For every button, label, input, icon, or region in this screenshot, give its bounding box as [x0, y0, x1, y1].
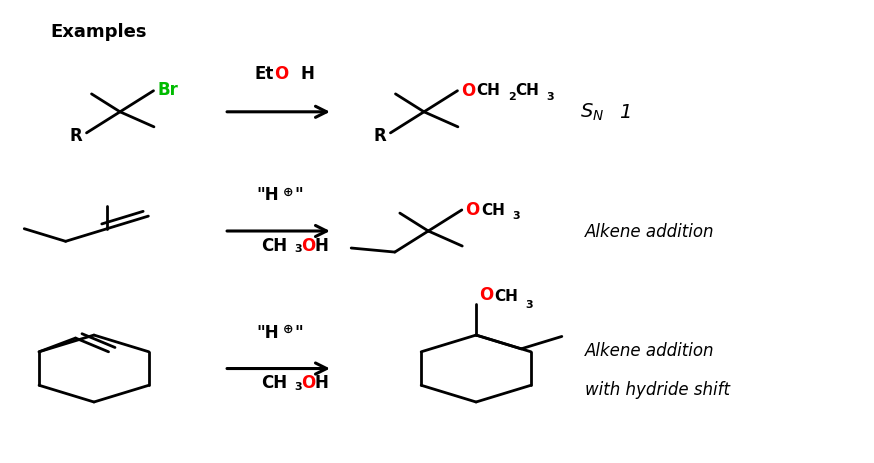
Text: CH: CH: [261, 236, 288, 254]
Text: Br: Br: [158, 81, 178, 99]
Text: 3: 3: [295, 244, 302, 254]
Text: "H: "H: [256, 186, 279, 204]
Text: CH: CH: [495, 288, 518, 303]
Text: 1: 1: [620, 103, 632, 122]
Text: H: H: [315, 236, 329, 254]
Text: H: H: [315, 373, 329, 391]
Text: Examples: Examples: [51, 23, 147, 41]
Text: CH: CH: [481, 202, 505, 217]
Text: O: O: [461, 81, 475, 100]
Text: Alkene addition: Alkene addition: [585, 223, 714, 240]
Text: R: R: [69, 127, 82, 145]
Text: ⊕: ⊕: [283, 322, 294, 335]
Text: O: O: [479, 285, 493, 303]
Text: CH: CH: [261, 373, 288, 391]
Text: 3: 3: [546, 92, 553, 102]
Text: Alkene addition: Alkene addition: [585, 341, 714, 359]
Text: with hydride shift: with hydride shift: [585, 380, 730, 398]
Text: ": ": [295, 323, 303, 341]
Text: 3: 3: [512, 211, 520, 221]
Text: O: O: [301, 373, 316, 391]
Text: ⊕: ⊕: [283, 185, 294, 198]
Text: CH: CH: [476, 83, 501, 98]
Text: ": ": [295, 186, 303, 204]
Text: "H: "H: [256, 323, 279, 341]
Text: R: R: [373, 127, 386, 145]
Text: 2: 2: [508, 92, 516, 102]
Text: Et: Et: [255, 65, 274, 83]
Text: CH: CH: [515, 83, 538, 98]
Text: 3: 3: [525, 300, 533, 310]
Text: O: O: [301, 236, 316, 254]
Text: $S_N$: $S_N$: [580, 102, 605, 123]
Text: O: O: [274, 65, 288, 83]
Text: O: O: [465, 200, 480, 219]
Text: H: H: [301, 65, 314, 83]
Text: 3: 3: [295, 381, 302, 391]
